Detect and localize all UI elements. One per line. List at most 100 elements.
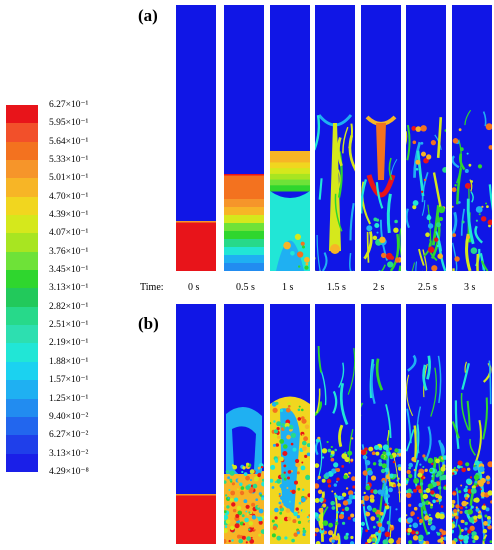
flow-blob bbox=[467, 467, 471, 471]
flow-blob bbox=[276, 478, 282, 484]
legend-entry: 3.45×10⁻¹ bbox=[6, 265, 134, 289]
flow-blob bbox=[441, 474, 446, 480]
flow-blob bbox=[452, 540, 456, 544]
flow-blob bbox=[455, 515, 459, 520]
flow-blob bbox=[394, 448, 399, 453]
flow-blob bbox=[224, 539, 227, 544]
concentration-band bbox=[270, 162, 310, 169]
flow-blob bbox=[460, 484, 463, 487]
flow-blob bbox=[437, 539, 441, 543]
flow-blob bbox=[427, 531, 431, 535]
flow-blob bbox=[330, 457, 335, 462]
time-label: 3 s bbox=[464, 282, 476, 293]
concentration-band bbox=[270, 168, 310, 175]
flow-streak bbox=[385, 404, 392, 439]
flow-blob bbox=[287, 536, 293, 541]
flow-blob bbox=[469, 525, 475, 531]
flow-blob bbox=[397, 477, 400, 480]
flow-blob bbox=[305, 474, 310, 480]
flow-streak bbox=[482, 397, 489, 440]
flow-blob bbox=[249, 539, 255, 544]
flow-blob bbox=[248, 511, 251, 514]
legend-swatch bbox=[6, 141, 38, 161]
flow-blob bbox=[415, 168, 419, 171]
flow-blob bbox=[347, 516, 352, 520]
flow-blob bbox=[317, 489, 323, 494]
flow-blob bbox=[408, 540, 413, 544]
flow-streak bbox=[315, 115, 321, 151]
flow-blob bbox=[415, 126, 422, 132]
flow-blob bbox=[275, 443, 279, 447]
flow-streak bbox=[421, 172, 429, 203]
flow-blob bbox=[297, 487, 301, 491]
flow-streak bbox=[398, 265, 401, 271]
flow-blob bbox=[412, 522, 419, 529]
flow-blob bbox=[243, 499, 248, 504]
flow-blob bbox=[344, 506, 350, 512]
flow-blob bbox=[248, 528, 251, 531]
flow-streak bbox=[332, 390, 338, 414]
flow-blob bbox=[331, 490, 334, 493]
legend-swatch bbox=[6, 196, 38, 216]
contour-plot bbox=[270, 5, 310, 271]
flow-blob bbox=[430, 505, 433, 509]
flow-blob bbox=[452, 492, 456, 496]
flow-blob bbox=[464, 509, 469, 515]
flow-blob bbox=[474, 480, 478, 484]
legend-swatch bbox=[6, 306, 38, 326]
legend-swatch bbox=[6, 160, 38, 179]
flow-blob bbox=[275, 401, 279, 405]
flow-blob bbox=[459, 147, 464, 152]
flow-blob bbox=[427, 223, 434, 229]
flow-blob bbox=[478, 213, 481, 216]
flow-blob bbox=[327, 484, 332, 488]
flow-blob bbox=[236, 505, 242, 511]
flow-streak bbox=[399, 228, 401, 257]
flow-streak bbox=[413, 425, 418, 463]
flow-blob bbox=[327, 448, 332, 453]
flow-blob bbox=[378, 462, 383, 467]
flow-blob bbox=[241, 535, 246, 540]
flow-blob bbox=[231, 464, 234, 467]
flow-blob bbox=[295, 462, 301, 468]
flow-blob bbox=[421, 501, 426, 506]
flow-blob bbox=[297, 417, 302, 421]
flow-blob bbox=[418, 489, 423, 494]
flow-blob bbox=[434, 237, 439, 242]
flow-blob bbox=[395, 508, 398, 511]
flow-streak bbox=[366, 231, 370, 263]
flow-blob bbox=[258, 520, 263, 525]
flow-blob bbox=[288, 424, 294, 430]
flow-blob bbox=[370, 475, 377, 481]
flow-blob bbox=[276, 427, 280, 431]
concentration-band bbox=[224, 255, 264, 264]
flow-blob bbox=[482, 529, 488, 534]
flow-blob bbox=[322, 456, 325, 459]
flow-blob bbox=[419, 522, 422, 525]
flow-blob bbox=[428, 513, 431, 517]
flow-streak bbox=[390, 159, 398, 175]
flow-blob bbox=[225, 519, 231, 525]
legend-swatch bbox=[6, 233, 38, 252]
flow-blob bbox=[376, 231, 379, 234]
flow-blob bbox=[452, 503, 455, 508]
legend-swatch bbox=[6, 105, 38, 124]
flow-streak bbox=[406, 429, 415, 452]
legend-tick-label: 6.27×10⁻² bbox=[49, 430, 89, 441]
legend-entry: 3.76×10⁻¹ bbox=[6, 247, 134, 271]
simulation-frame-1 bbox=[224, 304, 264, 544]
flow-blob bbox=[283, 444, 288, 449]
flow-blob bbox=[454, 184, 457, 187]
flow-blob bbox=[392, 460, 396, 464]
flow-blob bbox=[420, 190, 424, 193]
flow-blob bbox=[304, 265, 309, 270]
flow-blob bbox=[281, 423, 285, 427]
flow-blob bbox=[439, 528, 443, 533]
legend-tick-label: 5.64×10⁻¹ bbox=[49, 136, 89, 147]
flow-blob bbox=[453, 512, 458, 516]
flow-blob bbox=[344, 451, 347, 454]
flow-blob bbox=[231, 539, 234, 542]
flow-blob bbox=[300, 241, 305, 246]
flow-blob bbox=[379, 236, 386, 243]
flow-blob bbox=[375, 531, 380, 536]
